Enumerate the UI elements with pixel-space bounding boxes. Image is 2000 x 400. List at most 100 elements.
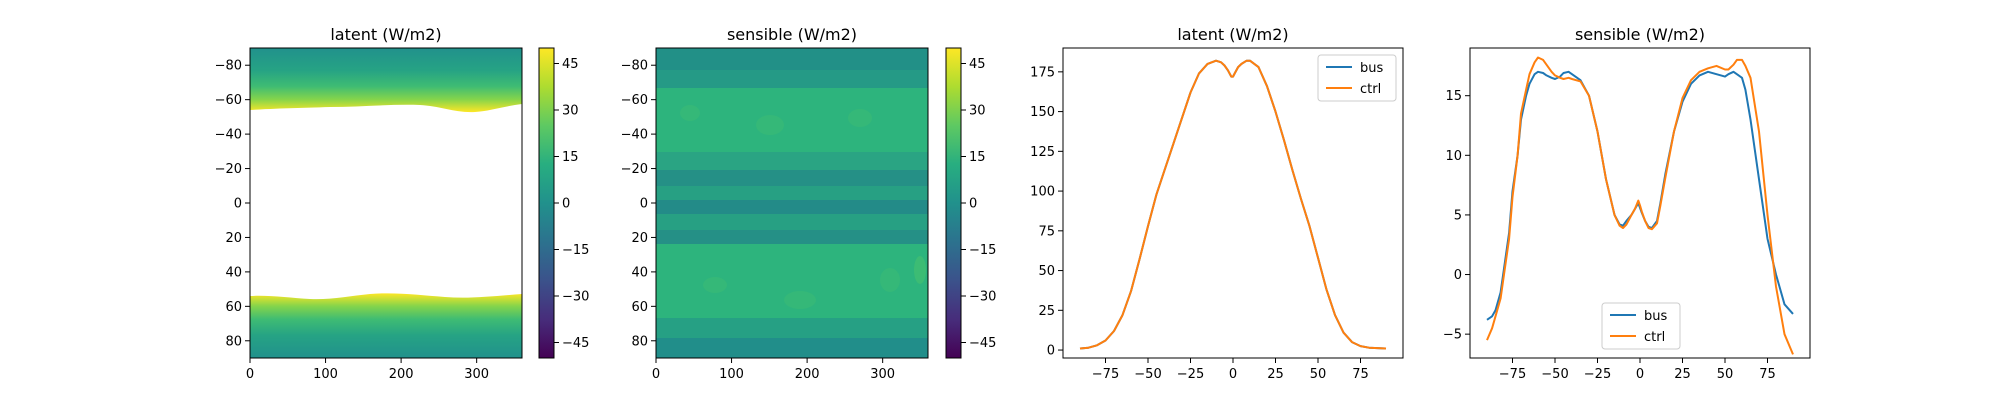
y-tick-label: 20 (631, 231, 648, 246)
series-line-ctrl (1079, 59, 1387, 350)
x-tick-label: −25 (1584, 367, 1611, 382)
colorbar-tick-label: −30 (562, 290, 589, 305)
colorbar-tick-label: 15 (969, 150, 986, 165)
y-tick-label: −80 (621, 59, 648, 74)
x-tick-label: 300 (870, 367, 895, 382)
x-tick-label: −50 (1541, 367, 1568, 382)
latent-map-field (250, 48, 522, 358)
colorbar-tick-label: 45 (969, 57, 986, 72)
y-tick-label: −5 (1443, 328, 1462, 343)
y-tick-label: −60 (215, 93, 242, 108)
latent-line-y-ticks: 0 25 50 75 100 125 150 175 (1030, 65, 1063, 359)
colorbar-tick-label: 15 (562, 150, 579, 165)
y-tick-label: 10 (1445, 149, 1462, 164)
y-tick-label: −60 (621, 93, 648, 108)
y-tick-label: 25 (1038, 304, 1055, 319)
x-tick-label: 200 (795, 367, 820, 382)
x-tick-label: 100 (719, 367, 744, 382)
x-tick-label: −75 (1092, 367, 1119, 382)
y-tick-label: 20 (225, 231, 242, 246)
y-tick-label: 80 (225, 334, 242, 349)
x-tick-label: 200 (389, 367, 414, 382)
y-tick-label: 150 (1030, 105, 1055, 120)
y-tick-label: 50 (1038, 264, 1055, 279)
sensible-map-y-ticks: −80 −60 −40 −20 0 20 40 60 80 (621, 59, 656, 349)
y-tick-label: 40 (631, 265, 648, 280)
panel-sensible-map: sensible (W/m2) 0 100 200 300 −80−60−40− (621, 25, 997, 382)
x-tick-label: 75 (1759, 367, 1776, 382)
y-tick-label: 0 (1454, 268, 1462, 283)
legend-bus-label: bus (1644, 309, 1667, 324)
y-tick-label: 0 (234, 197, 242, 212)
colorbar-tick-label: 0 (562, 197, 570, 212)
y-tick-label: 5 (1454, 208, 1462, 223)
panel-sensible-line-title: sensible (W/m2) (1575, 25, 1705, 44)
sensible-line-legend: bus ctrl (1601, 302, 1681, 350)
y-tick-label: −20 (621, 162, 648, 177)
latent-map-x-ticks: 0 100 200 300 (246, 358, 489, 382)
x-tick-label: 0 (652, 367, 660, 382)
y-tick-label: −40 (215, 128, 242, 143)
panel-latent-line: latent (W/m2) −75 −50 −25 0 25 50 75 0 25 50 75 10… (1030, 25, 1404, 382)
x-tick-label: 25 (1267, 367, 1284, 382)
colorbar-tick-label: −45 (562, 336, 589, 351)
colorbar-tick-label: −15 (562, 243, 589, 258)
x-tick-label: −25 (1177, 367, 1204, 382)
y-tick-label: −80 (215, 59, 242, 74)
colorbar-tick-label: −45 (969, 336, 996, 351)
colorbar-tick-label: −15 (969, 243, 996, 258)
x-tick-label: 0 (246, 367, 254, 382)
colorbar-tick-label: 45 (562, 57, 579, 72)
colorbar-tick-label: −30 (969, 290, 996, 305)
latent-line-x-ticks: −75 −50 −25 0 25 50 75 (1092, 358, 1369, 382)
panel-latent-map: latent (W/m2) 0 100 200 300 −80−60−40−20020… (215, 25, 590, 382)
legend-bus-label: bus (1360, 61, 1383, 76)
y-tick-label: −40 (621, 128, 648, 143)
y-tick-label: 75 (1038, 224, 1055, 239)
colorbar-tick-label: 0 (969, 197, 977, 212)
sensible-line-x-ticks: −75 −50 −25 0 25 50 75 (1499, 358, 1776, 382)
sensible-map-x-ticks: 0 100 200 300 (652, 358, 895, 382)
y-tick-label: 100 (1030, 185, 1055, 200)
x-tick-label: 0 (1229, 367, 1237, 382)
latent-map-y-ticks: −80 −60 −40 −20 0 20 40 60 80 (215, 59, 250, 349)
colorbar-tick-label: 30 (562, 104, 579, 119)
x-tick-label: 0 (1636, 367, 1644, 382)
latent-line-series (1079, 59, 1387, 350)
sensible-map-field (656, 48, 928, 358)
y-tick-label: 175 (1030, 65, 1055, 80)
y-tick-label: 40 (225, 265, 242, 280)
colorbar-tick-label: 30 (969, 104, 986, 119)
y-tick-label: 80 (631, 334, 648, 349)
x-tick-label: 50 (1717, 367, 1734, 382)
latent-map-colorbar: 45 30 15 0 −15 −30 −45 (538, 47, 589, 359)
sensible-line-y-ticks: −5 0 5 10 15 (1443, 89, 1470, 343)
panel-sensible-map-title: sensible (W/m2) (727, 25, 857, 44)
sensible-line-series (1486, 56, 1794, 355)
x-tick-label: −50 (1134, 367, 1161, 382)
x-tick-label: −75 (1499, 367, 1526, 382)
latent-south-band (250, 293, 522, 358)
panel-sensible-line: sensible (W/m2) −75 −50 −25 0 25 50 75 −505101… (1443, 25, 1811, 382)
latent-line-legend: bus ctrl (1317, 54, 1397, 102)
legend-ctrl-label: ctrl (1644, 330, 1665, 345)
y-tick-label: 60 (631, 300, 648, 315)
sensible-map-colorbar: 45 30 15 0 −15 −30 −45 (945, 47, 996, 359)
y-tick-label: 0 (1047, 344, 1055, 359)
y-tick-label: 0 (640, 197, 648, 212)
y-tick-label: −20 (215, 162, 242, 177)
panel-latent-map-title: latent (W/m2) (330, 25, 441, 44)
x-tick-label: 75 (1352, 367, 1369, 382)
legend-ctrl-label: ctrl (1360, 82, 1381, 97)
x-tick-label: 100 (313, 367, 338, 382)
y-tick-label: 60 (225, 300, 242, 315)
y-tick-label: 15 (1445, 89, 1462, 104)
x-tick-label: 50 (1310, 367, 1327, 382)
x-tick-label: 300 (464, 367, 489, 382)
panel-latent-line-title: latent (W/m2) (1177, 25, 1288, 44)
x-tick-label: 25 (1674, 367, 1691, 382)
y-tick-label: 125 (1030, 145, 1055, 160)
latent-north-band (250, 48, 522, 113)
series-line-ctrl (1486, 56, 1794, 355)
